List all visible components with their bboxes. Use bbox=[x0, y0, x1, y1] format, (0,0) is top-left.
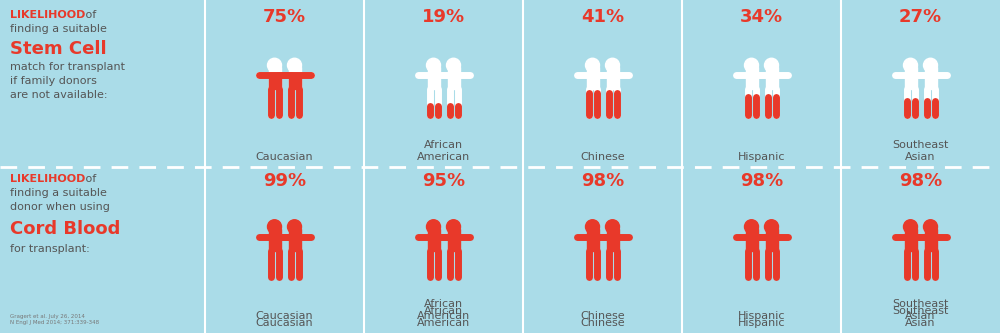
Text: Southeast
Asian: Southeast Asian bbox=[892, 140, 949, 162]
Text: 19%: 19% bbox=[422, 8, 465, 26]
Circle shape bbox=[744, 58, 759, 72]
Text: 98%: 98% bbox=[581, 171, 624, 189]
Text: Hispanic: Hispanic bbox=[738, 152, 785, 162]
Bar bbox=[606, 229, 618, 251]
Text: of: of bbox=[82, 174, 96, 184]
Text: 41%: 41% bbox=[581, 8, 624, 26]
Text: African
American: African American bbox=[417, 299, 470, 321]
Bar bbox=[268, 73, 280, 89]
Circle shape bbox=[426, 220, 440, 234]
Text: 27%: 27% bbox=[899, 8, 942, 26]
Circle shape bbox=[268, 58, 282, 72]
Text: Stem Cell: Stem Cell bbox=[10, 40, 107, 58]
Text: match for transplant: match for transplant bbox=[10, 62, 125, 72]
Text: donor when using: donor when using bbox=[10, 202, 110, 212]
Text: finding a suitable: finding a suitable bbox=[10, 188, 107, 198]
Text: Cord Blood: Cord Blood bbox=[10, 220, 120, 238]
Text: are not available:: are not available: bbox=[10, 90, 108, 100]
Circle shape bbox=[268, 220, 282, 234]
Circle shape bbox=[586, 58, 600, 72]
Circle shape bbox=[586, 220, 600, 234]
Text: African
American: African American bbox=[417, 306, 470, 328]
Text: Caucasian: Caucasian bbox=[256, 311, 313, 321]
Bar bbox=[586, 229, 598, 251]
Text: Caucasian: Caucasian bbox=[256, 318, 313, 328]
Text: Caucasian: Caucasian bbox=[256, 152, 313, 162]
Bar bbox=[288, 67, 300, 89]
Text: 75%: 75% bbox=[263, 8, 306, 26]
Text: Southeast
Asian: Southeast Asian bbox=[892, 299, 949, 321]
Circle shape bbox=[765, 58, 778, 72]
Bar bbox=[268, 67, 280, 89]
Bar bbox=[288, 229, 300, 251]
Text: if family donors: if family donors bbox=[10, 76, 97, 86]
Bar bbox=[448, 229, 460, 251]
Text: 98%: 98% bbox=[740, 171, 783, 189]
Text: 95%: 95% bbox=[422, 171, 465, 189]
Text: Gragert et al. July 26, 2014
N Engl J Med 2014; 371:339-348: Gragert et al. July 26, 2014 N Engl J Me… bbox=[10, 314, 99, 325]
Bar bbox=[428, 67, 440, 89]
Text: 98%: 98% bbox=[899, 171, 942, 189]
Circle shape bbox=[904, 58, 918, 72]
Circle shape bbox=[606, 58, 620, 72]
Text: LIKELIHOOD: LIKELIHOOD bbox=[10, 174, 85, 184]
Circle shape bbox=[924, 58, 938, 72]
Text: Hispanic: Hispanic bbox=[738, 318, 785, 328]
Text: African
American: African American bbox=[417, 140, 470, 162]
Bar bbox=[288, 73, 300, 89]
Text: Chinese: Chinese bbox=[580, 311, 625, 321]
Text: LIKELIHOOD: LIKELIHOOD bbox=[10, 10, 85, 20]
Bar bbox=[904, 67, 916, 89]
Circle shape bbox=[904, 220, 918, 234]
Circle shape bbox=[765, 220, 778, 234]
Text: of: of bbox=[82, 10, 96, 20]
Bar bbox=[746, 67, 758, 89]
Circle shape bbox=[446, 220, 460, 234]
Bar bbox=[766, 67, 778, 89]
Circle shape bbox=[606, 220, 620, 234]
Text: for transplant:: for transplant: bbox=[10, 244, 90, 254]
Bar bbox=[924, 229, 936, 251]
Bar bbox=[766, 229, 778, 251]
Circle shape bbox=[288, 220, 302, 234]
Bar bbox=[428, 229, 440, 251]
Text: Chinese: Chinese bbox=[580, 152, 625, 162]
Circle shape bbox=[924, 220, 938, 234]
Circle shape bbox=[426, 58, 440, 72]
Text: Southeast
Asian: Southeast Asian bbox=[892, 306, 949, 328]
Bar bbox=[606, 67, 618, 89]
Circle shape bbox=[288, 58, 302, 72]
Circle shape bbox=[744, 220, 759, 234]
Bar bbox=[924, 67, 936, 89]
Text: Chinese: Chinese bbox=[580, 318, 625, 328]
Text: 34%: 34% bbox=[740, 8, 783, 26]
Circle shape bbox=[446, 58, 460, 72]
Bar bbox=[268, 229, 280, 251]
Bar bbox=[746, 229, 758, 251]
Bar bbox=[586, 67, 598, 89]
Bar bbox=[904, 229, 916, 251]
Text: finding a suitable: finding a suitable bbox=[10, 24, 107, 34]
Bar bbox=[448, 67, 460, 89]
Text: 99%: 99% bbox=[263, 171, 306, 189]
Text: Hispanic: Hispanic bbox=[738, 311, 785, 321]
